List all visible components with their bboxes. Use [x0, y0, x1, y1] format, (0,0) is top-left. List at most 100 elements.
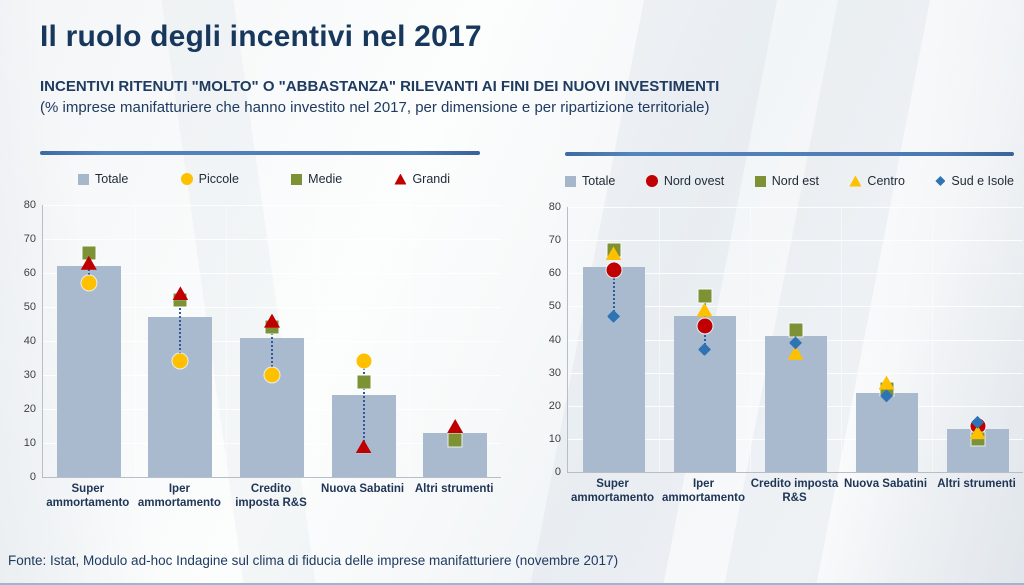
y-tick-label: 50 — [548, 300, 561, 313]
y-tick-label: 70 — [548, 234, 561, 247]
gridline — [568, 306, 1023, 308]
marker-nord-ovest — [606, 262, 621, 278]
accent-line — [40, 151, 480, 155]
legend-label: Grandi — [412, 172, 450, 186]
x-category-label: Altri strumenti — [937, 478, 1016, 490]
y-tick-label: 60 — [548, 267, 561, 280]
x-category-label: Iper ammortamento — [137, 483, 221, 509]
gridline — [568, 240, 1023, 242]
y-tick-label: 20 — [548, 399, 561, 412]
chart-by-territory: Totale Nord ovest Nord est Centro Sud e Isol… — [538, 140, 1024, 520]
gridline-vertical — [841, 207, 842, 472]
subtitle-note: (% imprese manifatturiere che hanno inve… — [40, 99, 710, 116]
gridline — [43, 273, 501, 274]
square-icon — [754, 175, 766, 187]
gridline-vertical — [932, 207, 933, 472]
legend-label: Piccole — [198, 172, 239, 186]
gridline-vertical — [409, 205, 411, 477]
y-tick-label: 10 — [548, 432, 561, 445]
y-tick-label: 40 — [23, 335, 36, 347]
marker-medie — [357, 375, 371, 389]
legend-item-grandi: Grandi — [394, 172, 450, 186]
y-tick-label: 0 — [29, 471, 36, 483]
marker-sud-e-isole — [698, 342, 711, 356]
triangle-icon — [849, 175, 862, 187]
legend-item-totale: Totale — [565, 174, 615, 188]
y-tick-label: 40 — [548, 333, 561, 346]
connector-line — [179, 293, 182, 362]
x-category-label: Nuova Sabatini — [843, 478, 928, 490]
legend-item-centro: Centro — [849, 174, 905, 188]
y-tick-label: 70 — [23, 233, 36, 245]
legend-item-nord-est: Nord est — [754, 174, 819, 188]
marker-sud-e-isole — [607, 309, 620, 323]
square-icon — [291, 173, 303, 185]
y-tick-label: 20 — [23, 403, 36, 415]
square-icon — [78, 173, 89, 185]
y-tick-label: 10 — [23, 437, 36, 449]
y-tick-label: 60 — [23, 267, 36, 279]
connector-line — [612, 250, 615, 317]
gridline-vertical — [750, 207, 751, 472]
y-tick-label: 0 — [554, 466, 561, 478]
gridline-vertical — [226, 205, 228, 477]
marker-nord-est — [698, 289, 711, 303]
triangle-icon — [394, 173, 407, 185]
marker-centro — [696, 302, 713, 317]
y-tick-label: 30 — [548, 366, 561, 379]
source-note: Fonte: Istat, Modulo ad-hoc Indagine sul… — [8, 553, 619, 568]
gridline — [43, 239, 501, 240]
legend-item-totale: Totale — [78, 172, 128, 186]
circle-icon — [645, 175, 658, 187]
bar-totale — [855, 392, 918, 472]
legend-label: Totale — [582, 174, 616, 188]
circle-icon — [180, 173, 193, 185]
x-axis-labels: Super ammortamento Iper ammortamento Credi… — [42, 482, 500, 510]
x-category-label: Credito imposta R&S — [750, 478, 839, 504]
marker-sud-e-isole — [789, 336, 802, 350]
x-category-label: Nuova Sabatini — [321, 483, 405, 495]
legend-item-nord-ovest: Nord ovest — [645, 174, 725, 188]
marker-medie — [82, 246, 96, 260]
x-category-label: Altri strumenti — [414, 483, 494, 495]
legend-label: Nord ovest — [663, 174, 725, 188]
subtitle-bold: INCENTIVI RITENUTI "MOLTO" O "ABBASTANZA… — [40, 78, 720, 95]
marker-nord-ovest — [697, 318, 712, 334]
x-category-label: Credito imposta R&S — [235, 483, 307, 509]
x-axis-labels: Super ammortamento Iper ammortamento Credi… — [567, 477, 1022, 505]
legend-label: Medie — [308, 172, 343, 186]
gridline-vertical — [317, 205, 319, 477]
square-icon — [565, 175, 576, 187]
bar-totale — [56, 266, 121, 477]
legend-label: Nord est — [771, 174, 819, 188]
x-category-label: Super ammortamento — [46, 483, 130, 509]
plot-area — [567, 207, 1023, 473]
gridline — [43, 205, 501, 206]
y-tick-label: 30 — [23, 369, 36, 381]
page-title: Il ruolo degli incentivi nel 2017 — [40, 20, 482, 53]
legend-label: Totale — [95, 172, 129, 186]
legend: Totale Nord ovest Nord est Centro Sud e Isol… — [565, 171, 1014, 191]
legend: Totale Piccole Medie Grandi — [78, 169, 450, 189]
connector-line — [271, 320, 273, 375]
marker-piccole — [356, 353, 372, 369]
y-tick-label: 80 — [548, 201, 561, 213]
y-tick-label: 50 — [23, 301, 36, 313]
legend-item-sud-e-isole: Sud e Isole — [935, 174, 1014, 188]
x-category-label: Iper ammortamento — [661, 478, 746, 504]
marker-nord-est — [789, 323, 802, 337]
gridline — [568, 273, 1023, 275]
connector-line — [362, 361, 365, 447]
gridline-vertical — [134, 205, 136, 477]
marker-medie — [448, 433, 462, 447]
accent-line — [565, 152, 1014, 156]
diamond-icon — [935, 176, 946, 186]
legend-item-piccole: Piccole — [180, 172, 239, 186]
legend-label: Centro — [867, 174, 905, 188]
legend-label: Sud e Isole — [951, 174, 1014, 188]
plot-area — [42, 205, 501, 478]
gridline — [568, 207, 1023, 208]
x-category-label: Super ammortamento — [570, 478, 655, 504]
marker-grandi — [447, 419, 464, 433]
